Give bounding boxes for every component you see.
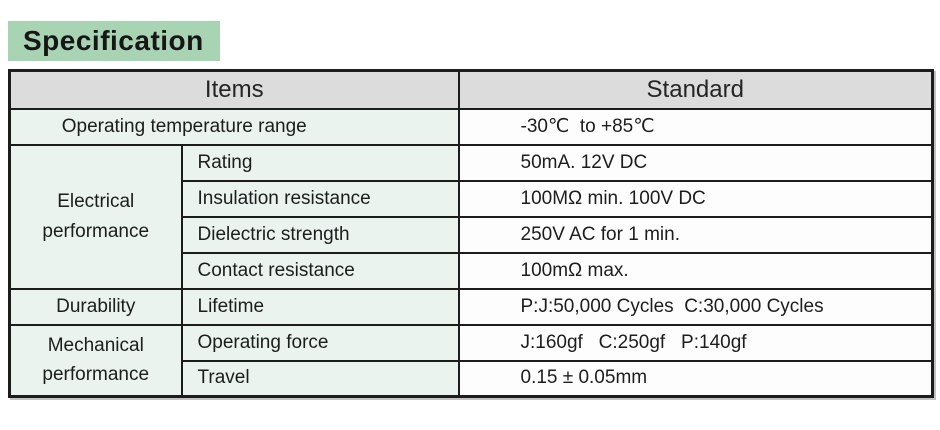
item-cell: Lifetime xyxy=(180,287,460,326)
group-cell-durability: Durability xyxy=(8,287,183,326)
items-column-header: Items xyxy=(8,69,460,110)
section-title: Specification xyxy=(23,25,204,56)
item-cell: Dielectric strength xyxy=(180,215,460,254)
table-row-dielectric-strength: Dielectric strength 250V AC for 1 min. xyxy=(10,215,934,254)
table-row-contact-resistance: Contact resistance 100mΩ max. xyxy=(10,251,934,290)
item-cell: Contact resistance xyxy=(180,251,460,290)
standard-cell: P:J:50,000 Cycles C:30,000 Cycles xyxy=(457,287,934,326)
table-row-travel: Travel 0.15 ± 0.05mm xyxy=(10,359,934,398)
standard-cell: -30℃ to +85℃ xyxy=(457,107,934,146)
item-cell: Operating force xyxy=(180,323,460,362)
standard-cell: 100mΩ max. xyxy=(457,251,934,290)
item-cell: Travel xyxy=(180,359,460,398)
standard-cell: 50mA. 12V DC xyxy=(457,143,934,182)
standard-column-header: Standard xyxy=(457,69,934,110)
table-row-insulation-resistance: Insulation resistance 100MΩ min. 100V DC xyxy=(10,179,934,218)
table-header-row: Items Standard xyxy=(8,69,934,110)
table-row-operating-temperature: Operating temperature range -30℃ to +85℃ xyxy=(8,107,934,146)
standard-cell: J:160gf C:250gf P:140gf xyxy=(457,323,934,362)
standard-cell: 250V AC for 1 min. xyxy=(457,215,934,254)
table-row-lifetime: Durability Lifetime P:J:50,000 Cycles C:… xyxy=(8,287,934,326)
standard-cell: 0.15 ± 0.05mm xyxy=(457,359,934,398)
section-title-bar: Specification xyxy=(8,21,220,61)
table-row-operating-force: Mechanical performance Operating force J… xyxy=(8,323,934,398)
specification-table: Items Standard Operating temperature ran… xyxy=(8,69,934,398)
item-cell: Operating temperature range xyxy=(8,107,460,146)
group-cell-mechanical-performance: Mechanical performance xyxy=(8,323,183,398)
item-cell: Rating xyxy=(180,143,460,182)
table-row-rating: Electrical performance Rating 50mA. 12V … xyxy=(8,143,934,290)
group-cell-electrical-performance: Electrical performance xyxy=(8,143,183,290)
item-cell: Insulation resistance xyxy=(180,179,460,218)
standard-cell: 100MΩ min. 100V DC xyxy=(457,179,934,218)
